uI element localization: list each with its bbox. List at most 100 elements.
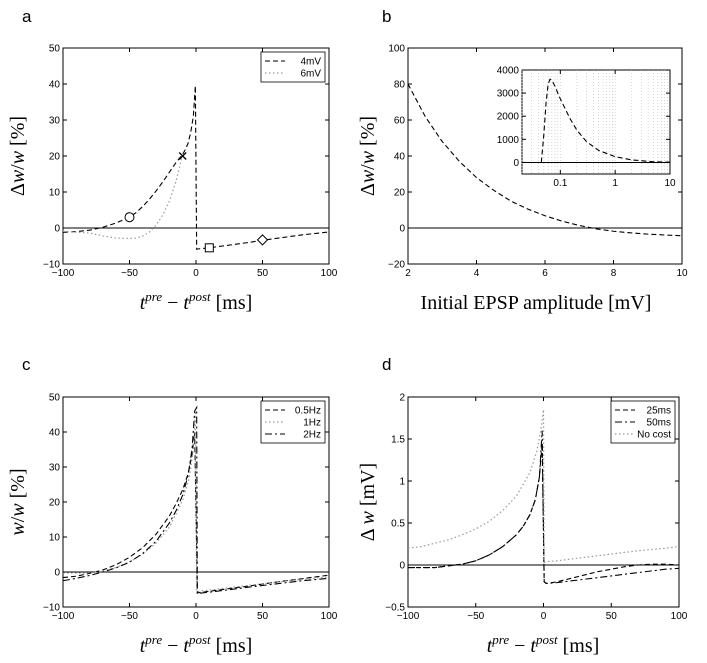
- b-x-tick-label: 6: [542, 268, 548, 279]
- panel-c: c −100 −50 0 50 100−10010203040500.5Hz1Hz2Hz…: [7, 355, 338, 657]
- a-y-tick-label: 30: [49, 116, 61, 127]
- panel-label-a: a: [22, 7, 32, 26]
- svg-text:Δ w [mV]: Δ w [mV]: [357, 463, 379, 541]
- a-legend-box: [260, 51, 326, 83]
- d-legend-label: 25ms: [647, 406, 671, 417]
- d-y-tick-label: 0.5: [391, 519, 405, 530]
- b-y-tick-label: 60: [394, 116, 406, 127]
- a-x-tick-label: 0: [193, 268, 199, 279]
- a-marker-cross: [178, 152, 187, 160]
- y-axis-label-a: Δw/w [%]: [7, 116, 29, 196]
- a-x-tick-label: −100: [52, 268, 75, 279]
- b-series-0: [407, 83, 683, 237]
- d-x-tick-label: 0: [541, 611, 547, 622]
- x-axis-label-b: Initial EPSP amplitude [mV]: [421, 292, 652, 314]
- svg-text:Δw/w [%]: Δw/w [%]: [7, 116, 29, 196]
- b-x-tick-label: 4: [474, 268, 480, 279]
- b-inset-x-tick-label: 1: [612, 178, 618, 189]
- a-marker-circle: [124, 212, 135, 223]
- inset-frame-b: [521, 69, 671, 175]
- panel-label-b: b: [382, 7, 391, 26]
- b-inset-x-tick-label: 10: [664, 178, 676, 189]
- c-y-tick-label: 0: [54, 568, 60, 579]
- b-x-tick-label: 10: [676, 268, 688, 279]
- a-y-tick-label: 0: [54, 224, 60, 235]
- d-x-tick-label: 100: [671, 611, 688, 622]
- d-series-50ms: [408, 430, 680, 585]
- a-x-tick-label: 100: [321, 268, 338, 279]
- c-y-tick-label: −10: [43, 603, 60, 614]
- b-inset-y-tick-label: 2000: [497, 112, 520, 123]
- c-x-tick-label: 0: [193, 611, 199, 622]
- b-x-tick-label: 8: [611, 268, 617, 279]
- panel-label-d: d: [382, 355, 391, 374]
- b-y-tick-label: 0: [399, 224, 405, 235]
- a-x-tick-label: 50: [257, 268, 269, 279]
- y-axis-label-d: Δ w [mV]: [357, 463, 379, 541]
- d-y-tick-label: 2: [399, 393, 405, 404]
- c-x-tick-label: −50: [121, 611, 138, 622]
- b-y-tick-label: 80: [394, 80, 406, 91]
- c-legend-label: 0.5Hz: [295, 406, 321, 417]
- svg-text:tpre − tpost [ms]: tpre − tpost [ms]: [140, 289, 253, 314]
- b-inset-x-tick-label: 0.1: [553, 178, 567, 189]
- a-y-tick-label: 40: [49, 80, 61, 91]
- b-y-tick-label: −20: [388, 260, 405, 271]
- a-y-tick-label: 10: [49, 188, 61, 199]
- a-series-6mv: [62, 152, 184, 240]
- a-legend-label: 6mV: [300, 69, 321, 80]
- a-x-tick-label: −50: [121, 268, 138, 279]
- b-inset-y-tick-label: 4000: [497, 66, 520, 77]
- b-y-tick-label: 20: [394, 188, 406, 199]
- svg-text:tpre − tpost [ms]: tpre − tpost [ms]: [487, 632, 600, 657]
- c-series-2hz: [62, 405, 330, 595]
- c-x-tick-label: 100: [321, 611, 338, 622]
- d-series-no-cost: [407, 409, 680, 564]
- d-legend-label: No cost: [637, 430, 671, 441]
- c-legend-label: 2Hz: [303, 430, 321, 441]
- b-x-tick-label: 2: [405, 268, 411, 279]
- y-axis-label-c: w/w [%]: [7, 468, 29, 535]
- d-y-tick-label: 1: [399, 477, 405, 488]
- a-y-tick-label: 50: [49, 44, 61, 55]
- a-marker-diamond: [256, 234, 269, 246]
- a-y-tick-label: −10: [43, 260, 60, 271]
- inset-plot-area-b: 0.1 1 10 0 1000 2000 3000 4000: [497, 66, 676, 190]
- d-x-tick-label: −50: [467, 611, 484, 622]
- c-x-tick-label: −100: [52, 611, 75, 622]
- d-x-tick-label: −100: [397, 611, 420, 622]
- y-axis-label-b: Δw/w [%]: [357, 116, 379, 196]
- svg-text:tpre − tpost [ms]: tpre − tpost [ms]: [140, 632, 253, 657]
- d-series-25ms: [408, 443, 680, 585]
- d-y-tick-label: 1.5: [391, 435, 405, 446]
- a-marker-square: [204, 243, 214, 253]
- c-y-tick-label: 30: [49, 463, 61, 474]
- d-y-tick-label: −0.5: [385, 603, 405, 614]
- c-y-tick-label: 50: [49, 393, 61, 404]
- a-series-4mv: [62, 85, 330, 250]
- b-y-tick-label: 40: [394, 152, 406, 163]
- x-axis-label-a: tpre − tpost [ms]: [140, 289, 253, 314]
- b-inset-series-0: [540, 78, 671, 163]
- b-inset-y-tick-label: 1000: [497, 135, 520, 146]
- b-y-tick-label: 100: [388, 44, 405, 55]
- c-y-tick-label: 20: [49, 498, 61, 509]
- a-y-tick-label: 20: [49, 152, 61, 163]
- a-legend-label: 4mV: [300, 57, 321, 68]
- panel-label-c: c: [22, 355, 31, 374]
- d-legend-label: 50ms: [647, 418, 671, 429]
- b-inset-y-tick-label: 3000: [497, 89, 520, 100]
- c-legend-box: [260, 400, 326, 444]
- x-axis-label-c: tpre − tpost [ms]: [140, 632, 253, 657]
- c-x-tick-label: 50: [257, 611, 269, 622]
- svg-text:w/w [%]: w/w [%]: [7, 468, 29, 535]
- c-y-tick-label: 40: [49, 428, 61, 439]
- x-axis-label-d: tpre − tpost [ms]: [487, 632, 600, 657]
